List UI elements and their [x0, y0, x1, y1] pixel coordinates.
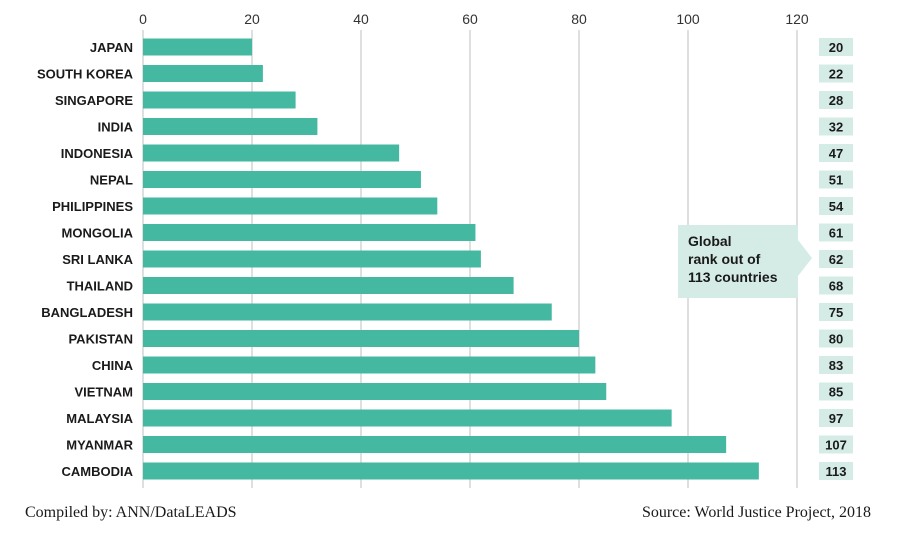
x-axis-ticks: 0 20 40 60 80 100 120 — [139, 11, 809, 27]
rank-box — [819, 435, 853, 454]
rank-value: 20 — [829, 40, 843, 55]
rank-value: 85 — [829, 385, 843, 400]
category-label: PAKISTAN — [68, 332, 133, 347]
rank-value: 32 — [829, 120, 843, 135]
bar — [143, 277, 514, 294]
category-label: PHILIPPINES — [52, 199, 133, 214]
category-label: MALAYSIA — [66, 411, 133, 426]
bar — [143, 303, 552, 321]
category-label: MYANMAR — [66, 438, 133, 453]
category-label: NEPAL — [90, 173, 133, 188]
rank-value: 107 — [825, 438, 847, 453]
rank-value: 97 — [829, 411, 843, 426]
rank-value: 54 — [829, 199, 844, 214]
category-label: SINGAPORE — [55, 93, 133, 108]
rank-value: 113 — [826, 464, 847, 479]
bar — [143, 38, 252, 56]
rank-column: 20 22 28 32 47 51 54 61 62 68 75 80 83 85 97 107 113 — [819, 38, 853, 480]
rank-box — [819, 409, 853, 427]
bar — [143, 197, 438, 215]
bar — [143, 144, 400, 162]
rank-value: 51 — [829, 173, 843, 188]
bar — [143, 118, 318, 135]
rank-value: 75 — [829, 305, 843, 320]
bar — [143, 91, 296, 109]
bar — [143, 224, 476, 241]
x-tick-label: 20 — [244, 11, 260, 27]
rank-box — [819, 250, 853, 268]
category-label: INDIA — [98, 120, 134, 135]
callout-line-1: Global — [688, 233, 732, 249]
rank-value: 80 — [829, 332, 843, 347]
footer-source: Source: World Justice Project, 2018 — [641, 504, 871, 521]
rank-box — [819, 223, 853, 242]
callout-box — [678, 225, 812, 298]
rank-box — [819, 462, 853, 480]
rank-box — [819, 197, 853, 215]
category-label: SRI LANKA — [62, 252, 133, 267]
rank-box — [819, 382, 853, 401]
callout-line-3: 113 countries — [688, 269, 778, 285]
bar — [143, 330, 579, 347]
bar — [143, 171, 421, 188]
rank-box — [819, 303, 853, 321]
x-tick-label: 100 — [676, 11, 700, 27]
rank-box — [819, 91, 853, 109]
rank-value: 68 — [829, 279, 843, 294]
category-label: SOUTH KOREA — [37, 67, 134, 82]
rank-value: 28 — [829, 93, 843, 108]
rank-value: 62 — [829, 252, 843, 267]
category-label: MONGOLIA — [62, 226, 134, 241]
category-label: JAPAN — [90, 40, 133, 55]
category-label: CAMBODIA — [62, 464, 134, 479]
category-label: CHINA — [92, 358, 134, 373]
bars — [143, 38, 759, 480]
rank-value: 83 — [829, 358, 843, 373]
rank-box — [819, 170, 853, 189]
bar — [143, 462, 759, 480]
x-tick-label: 120 — [785, 11, 809, 27]
x-tick-label: 0 — [139, 11, 147, 27]
category-label: VIETNAM — [75, 385, 134, 400]
rank-box — [819, 329, 853, 348]
rank-box — [819, 144, 853, 162]
rank-box — [819, 276, 853, 295]
rank-box — [819, 64, 853, 83]
bar — [143, 65, 263, 82]
callout-text: Global rank out of 113 countries — [688, 232, 798, 286]
bar — [143, 356, 596, 374]
category-labels: JAPAN SOUTH KOREA SINGAPORE INDIA INDONESIA N… — [37, 40, 134, 479]
rank-value: 47 — [829, 146, 843, 161]
category-label: BANGLADESH — [41, 305, 133, 320]
x-tick-label: 40 — [353, 11, 369, 27]
category-label: INDONESIA — [61, 146, 134, 161]
callout-line-2: rank out of — [688, 251, 761, 267]
x-tick-label: 80 — [571, 11, 587, 27]
rank-box — [819, 38, 853, 56]
rank-box — [819, 117, 853, 136]
bar — [143, 436, 727, 453]
rank-value: 22 — [829, 67, 843, 82]
x-tick-label: 60 — [462, 11, 478, 27]
rank-value: 61 — [829, 226, 843, 241]
rank-box — [819, 356, 853, 374]
bar — [143, 409, 672, 427]
bar — [143, 250, 481, 268]
footer-credit: Compiled by: ANN/DataLEADS — [25, 504, 237, 521]
category-label: THAILAND — [67, 279, 133, 294]
bar — [143, 383, 607, 400]
